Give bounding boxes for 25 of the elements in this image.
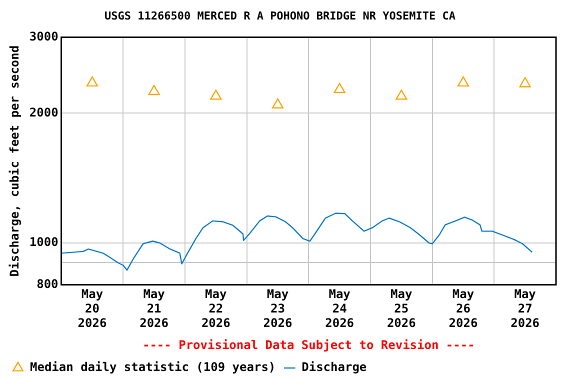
x-tick-label: May 24 2026 (325, 287, 354, 330)
y-tick-label: 2000 (29, 105, 58, 120)
legend-label: Median daily statistic (109 years) (30, 360, 276, 374)
x-tick-label: May 23 2026 (263, 287, 292, 330)
x-tick-label: May 20 2026 (78, 287, 107, 330)
x-tick-label: May 22 2026 (201, 287, 230, 330)
x-tick-label: May 21 2026 (140, 287, 169, 330)
y-axis-title: Discharge, cubic feet per second (7, 45, 22, 277)
x-tick-label: May 26 2026 (448, 287, 478, 330)
point (457, 76, 470, 87)
text: ---- Provisional Data Subject to Revision ---- (142, 338, 475, 352)
point (519, 77, 531, 88)
x-tick-label: May 27 2026 (510, 287, 540, 330)
point (396, 90, 408, 100)
point (210, 90, 222, 100)
x-tick-label: May 25 2026 (386, 287, 416, 330)
point (334, 82, 346, 94)
point (272, 98, 284, 109)
y-tick-label: 1000 (29, 235, 58, 250)
chart-title: USGS 11266500 MERCED R A POHONO BRIDGE NR YOSEMITE CA (104, 9, 456, 22)
legend-label: Discharge (302, 360, 367, 374)
y-tick-label: 3000 (29, 29, 58, 44)
point (86, 76, 98, 87)
point (148, 84, 160, 96)
y-tick-label: 800 (36, 276, 58, 291)
